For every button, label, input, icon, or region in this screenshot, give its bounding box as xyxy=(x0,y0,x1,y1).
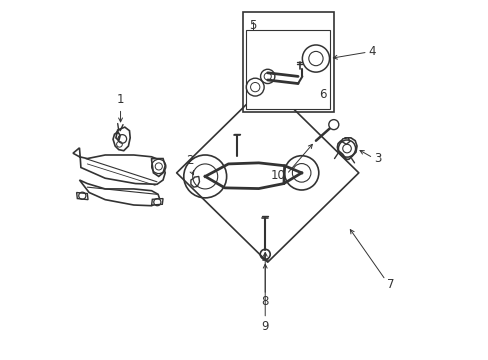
Text: 3: 3 xyxy=(373,152,381,165)
Bar xyxy=(242,12,333,112)
Text: 9: 9 xyxy=(261,320,268,333)
Polygon shape xyxy=(77,193,88,200)
Text: 2: 2 xyxy=(186,154,194,167)
Polygon shape xyxy=(341,138,349,144)
Polygon shape xyxy=(337,138,356,159)
Text: 6: 6 xyxy=(318,88,325,101)
Text: 8: 8 xyxy=(261,295,268,308)
Polygon shape xyxy=(151,199,163,205)
Polygon shape xyxy=(113,127,130,151)
Polygon shape xyxy=(80,180,160,206)
Text: 5: 5 xyxy=(248,19,256,32)
Polygon shape xyxy=(73,148,165,184)
Text: 10: 10 xyxy=(270,169,285,182)
Bar xyxy=(246,30,329,109)
Circle shape xyxy=(328,120,338,130)
Text: 1: 1 xyxy=(117,93,124,106)
Polygon shape xyxy=(190,176,199,187)
Polygon shape xyxy=(151,158,165,176)
Text: 4: 4 xyxy=(368,45,376,58)
Text: 7: 7 xyxy=(386,278,394,291)
